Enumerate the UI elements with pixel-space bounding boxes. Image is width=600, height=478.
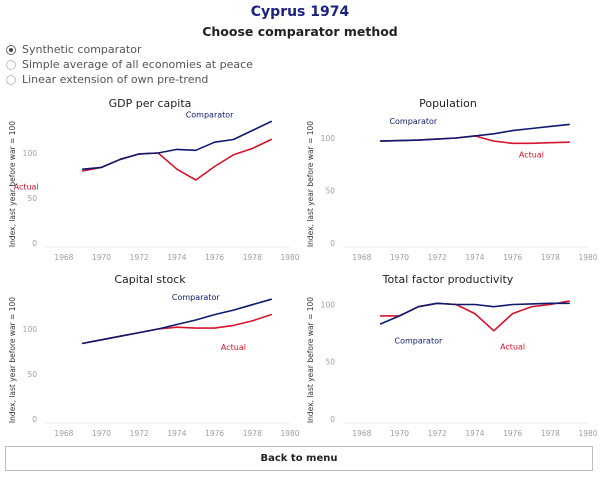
y-tick-label: 0 [32, 239, 37, 248]
chart-title: GDP per capita [108, 97, 192, 110]
x-tick-label: 1972 [428, 253, 447, 262]
x-tick-label: 1978 [541, 429, 560, 438]
x-tick-label: 1970 [390, 429, 409, 438]
y-tick-label: 0 [330, 415, 335, 424]
y-tick-label: 50 [27, 370, 37, 379]
x-tick-label: 1974 [465, 253, 484, 262]
radio-unselected-icon[interactable] [6, 59, 16, 70]
comparator-series-line [379, 302, 571, 325]
y-tick-label: 100 [321, 300, 336, 309]
y-tick-label: 100 [321, 134, 336, 143]
y-tick-label: 100 [23, 325, 38, 334]
y-tick-label: 50 [27, 194, 37, 203]
x-tick-label: 1968 [54, 429, 73, 438]
x-tick-label: 1978 [243, 429, 262, 438]
x-tick-label: 1972 [130, 253, 149, 262]
y-axis-label: Index, last year before war = 100 [306, 121, 315, 247]
option-label: Synthetic comparator [22, 43, 142, 56]
radio-selected-icon[interactable] [6, 44, 16, 55]
chart-title: Capital stock [114, 273, 186, 286]
back-to-menu-button[interactable]: Back to menu [5, 446, 593, 471]
chart-panel-population: Population 0 50 100 1968 1970 1972 1974 1976 197… [303, 97, 598, 267]
option-label: Simple average of all economies at peace [22, 58, 253, 71]
actual-series-line [81, 138, 273, 181]
chart-svg: 0 50 100 1968 1970 1972 1974 1976 1978 1980 Index,… [306, 117, 598, 262]
option-label: Linear extension of own pre-trend [22, 73, 209, 86]
x-tick-label: 1974 [465, 429, 484, 438]
comparator-series-label: Comparator [389, 117, 437, 126]
chart-svg: 0 50 100 1968 1970 1972 1974 1976 1978 1980 Index,… [8, 293, 300, 438]
actual-series-line [379, 300, 571, 332]
chart-title: Total factor productivity [382, 273, 514, 286]
x-tick-label: 1972 [428, 429, 447, 438]
x-tick-label: 1968 [352, 253, 371, 262]
chart-panel-gdp-per-capita: GDP per capita 0 50 100 1968 1970 1972 1974 197… [5, 97, 300, 267]
chart-svg: 0 50 100 1968 1970 1972 1974 1976 1978 1980 Index,… [306, 297, 598, 438]
x-tick-label: 1980 [578, 429, 597, 438]
x-tick-label: 1968 [352, 429, 371, 438]
x-tick-label: 1970 [92, 253, 111, 262]
x-tick-label: 1976 [205, 429, 224, 438]
x-tick-label: 1970 [92, 429, 111, 438]
option-linear-extension[interactable]: Linear extension of own pre-trend [6, 72, 253, 87]
comparator-method-radio-group: Synthetic comparator Simple average of a… [6, 42, 253, 87]
y-tick-label: 0 [32, 415, 37, 424]
actual-series-label: Actual [519, 150, 544, 159]
y-axis-label: Index, last year before war = 100 [8, 297, 17, 423]
x-tick-label: 1976 [503, 253, 522, 262]
x-tick-label: 1980 [280, 429, 299, 438]
y-axis-label: Index, last year before war = 100 [306, 297, 315, 423]
comparator-series-label: Comparator [186, 111, 234, 120]
x-tick-label: 1976 [205, 253, 224, 262]
option-synthetic-comparator[interactable]: Synthetic comparator [6, 42, 253, 57]
comparator-series-label: Comparator [395, 337, 443, 346]
comparator-series-line [81, 298, 273, 345]
y-tick-label: 0 [330, 239, 335, 248]
chart-panel-total-factor-productivity: Total factor productivity 0 50 100 1968 1970… [303, 273, 598, 443]
actual-series-label: Actual [500, 343, 525, 352]
y-tick-label: 50 [325, 358, 335, 367]
page-subtitle: Choose comparator method [202, 24, 398, 39]
x-tick-label: 1976 [503, 429, 522, 438]
option-simple-average[interactable]: Simple average of all economies at peace [6, 57, 253, 72]
actual-series-label: Actual [221, 343, 246, 352]
x-tick-label: 1980 [578, 253, 597, 262]
x-tick-label: 1974 [167, 253, 186, 262]
x-tick-label: 1978 [541, 253, 560, 262]
x-tick-label: 1972 [130, 429, 149, 438]
y-axis-label: Index, last year before war = 100 [8, 121, 17, 247]
comparator-series-line [81, 120, 273, 170]
chart-svg: 0 50 100 1968 1970 1972 1974 1976 1978 1980 Index,… [8, 111, 300, 263]
chart-panel-capital-stock: Capital stock 0 50 100 1968 1970 1972 1974 1976… [5, 273, 300, 443]
y-tick-label: 100 [23, 149, 38, 158]
comparator-series-line [379, 123, 571, 142]
radio-unselected-icon[interactable] [6, 74, 16, 85]
page-title: Cyprus 1974 [250, 4, 350, 20]
comparator-series-label: Comparator [172, 293, 220, 302]
x-tick-label: 1970 [390, 253, 409, 262]
x-tick-label: 1968 [54, 253, 73, 262]
x-tick-label: 1980 [280, 253, 299, 262]
y-tick-label: 50 [325, 187, 335, 196]
x-tick-label: 1974 [167, 429, 186, 438]
actual-series-label: Actual [14, 183, 39, 192]
actual-series-line [81, 313, 273, 345]
chart-title: Population [419, 97, 477, 110]
x-tick-label: 1978 [243, 253, 262, 262]
